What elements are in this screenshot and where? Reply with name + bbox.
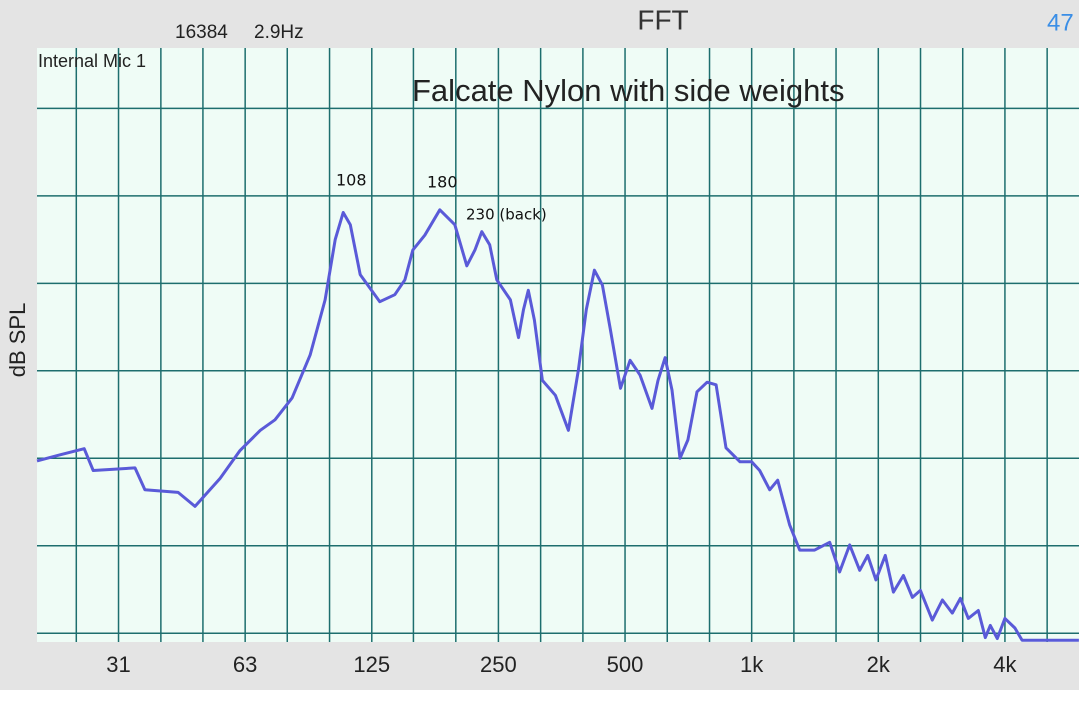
grid — [37, 48, 1079, 642]
x-tick-label: 125 — [353, 652, 390, 677]
x-tick-label: 63 — [233, 652, 257, 677]
fft-size: 16384 — [175, 22, 228, 43]
spectrum-line — [36, 208, 1079, 642]
annotation: 108 — [336, 171, 367, 190]
x-tick-label: 250 — [480, 652, 517, 677]
app-title: FFT — [637, 4, 688, 35]
x-tick-label: 31 — [106, 652, 130, 677]
plot-area — [37, 48, 1079, 642]
resolution: 2.9Hz — [254, 22, 304, 43]
x-tick-label: 500 — [607, 652, 644, 677]
annotation: 180 — [427, 173, 458, 192]
x-tick-label: 4k — [993, 652, 1017, 677]
status-right[interactable]: 47 — [1047, 9, 1074, 36]
y-axis-label: dB SPL — [5, 303, 30, 378]
annotation: 230 (back) — [466, 206, 547, 224]
input-label: Internal Mic 1 — [38, 51, 146, 71]
plot — [36, 208, 1079, 642]
x-tick-label: 1k — [740, 652, 764, 677]
chart-title: Falcate Nylon with side weights — [412, 73, 844, 108]
x-tick-label: 2k — [867, 652, 891, 677]
